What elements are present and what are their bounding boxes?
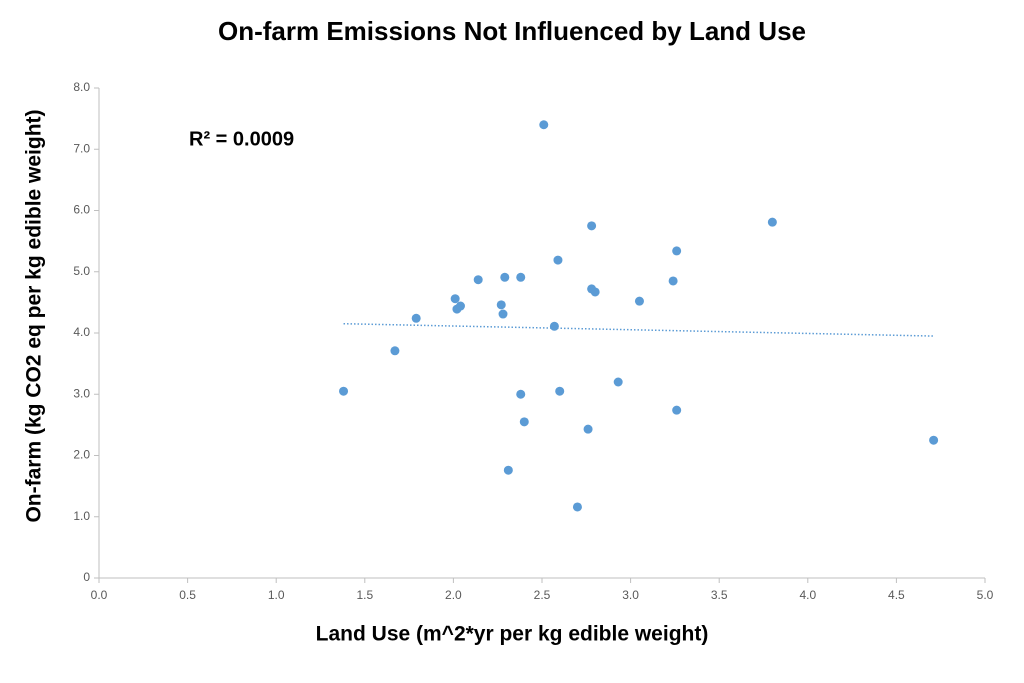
point — [516, 389, 526, 399]
point — [390, 346, 400, 356]
x-tick-label: 1.5 — [356, 588, 373, 602]
x-tick-label: 3.5 — [711, 588, 728, 602]
point — [339, 386, 349, 396]
y-tick-label: 4.0 — [73, 325, 90, 339]
y-tick-label: 6.0 — [73, 203, 90, 217]
point — [590, 287, 600, 297]
chart-title: On-farm Emissions Not Influenced by Land… — [218, 16, 806, 46]
point — [572, 502, 582, 512]
x-tick-label: 3.0 — [622, 588, 639, 602]
point — [553, 255, 563, 265]
annotation: R² = 0.0009 — [189, 128, 294, 150]
point — [634, 296, 644, 306]
point — [516, 272, 526, 282]
x-tick-label: 5.0 — [977, 588, 994, 602]
y-tick-label: 2.0 — [73, 448, 90, 462]
point — [583, 424, 593, 434]
y-tick-label: 8.0 — [73, 80, 90, 94]
point — [549, 321, 559, 331]
point — [672, 405, 682, 415]
point — [519, 417, 529, 427]
y-axis-label: On-farm (kg CO2 eq per kg edible weight) — [23, 109, 46, 522]
x-tick-label: 4.5 — [888, 588, 905, 602]
y-tick-label: 7.0 — [73, 141, 90, 155]
point — [767, 217, 777, 227]
point — [929, 435, 939, 445]
y-tick-label: 1.0 — [73, 509, 90, 523]
point — [450, 294, 460, 304]
x-tick-label: 2.0 — [445, 588, 462, 602]
point — [668, 276, 678, 286]
point — [613, 377, 623, 387]
point — [539, 120, 549, 130]
point — [496, 300, 506, 310]
point — [587, 221, 597, 231]
y-tick-label: 3.0 — [73, 386, 90, 400]
y-tick-label: 5.0 — [73, 264, 90, 278]
point — [672, 246, 682, 256]
point — [555, 386, 565, 396]
x-axis-label: Land Use (m^2*yr per kg edible weight) — [316, 623, 709, 646]
x-tick-label: 4.0 — [799, 588, 816, 602]
x-tick-label: 1.0 — [268, 588, 285, 602]
point — [473, 275, 483, 285]
point — [455, 301, 465, 311]
point — [503, 465, 513, 475]
point — [411, 313, 421, 323]
x-tick-label: 0.5 — [179, 588, 196, 602]
point — [498, 309, 508, 319]
x-tick-label: 0.0 — [91, 588, 108, 602]
x-tick-label: 2.5 — [534, 588, 551, 602]
trendline — [343, 322, 934, 337]
y-tick-label: 0 — [83, 570, 90, 584]
point — [500, 272, 510, 282]
